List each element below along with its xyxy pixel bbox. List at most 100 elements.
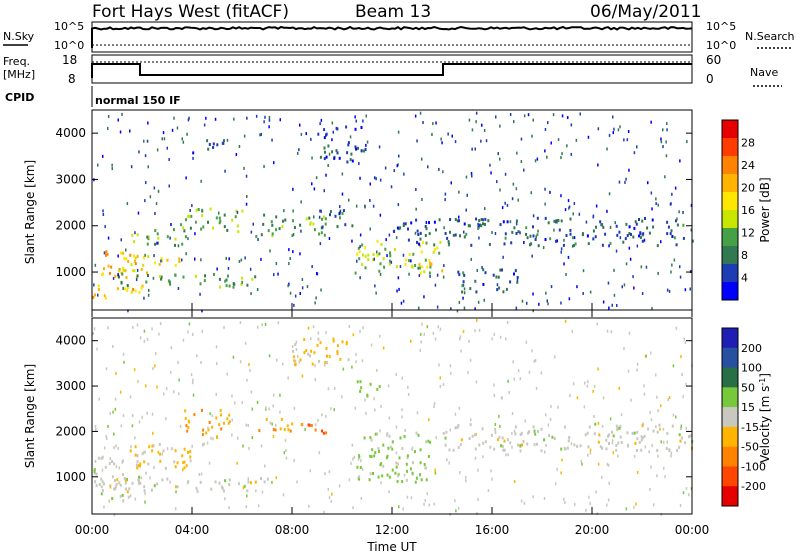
scatter-cell <box>121 112 123 116</box>
scatter-cell <box>594 422 597 426</box>
scatter-cell <box>128 487 131 491</box>
cpid-label: CPID <box>5 91 34 104</box>
scatter-cell <box>177 361 179 364</box>
scatter-cell <box>301 374 304 378</box>
scatter-cell <box>207 147 210 151</box>
scatter-cell <box>328 355 331 359</box>
scatter-cell <box>288 262 290 266</box>
scatter-cell <box>507 438 509 442</box>
scatter-cell <box>405 478 408 482</box>
scatter-cell <box>398 505 400 509</box>
scatter-cell <box>321 217 323 221</box>
scatter-cell <box>618 386 620 390</box>
scatter-cell <box>162 131 165 135</box>
scatter-cell <box>349 158 352 162</box>
scatter-cell <box>152 367 154 371</box>
scatter-cell <box>306 285 309 289</box>
scatter-cell <box>190 214 193 218</box>
scatter-cell <box>131 414 134 417</box>
scatter-cell <box>639 236 642 239</box>
scatter-cell <box>294 359 297 363</box>
scatter-cell <box>569 217 572 221</box>
scatter-cell <box>418 242 421 246</box>
scatter-cell <box>356 252 359 256</box>
scatter-cell <box>348 325 351 328</box>
scatter-cell <box>298 148 300 152</box>
scatter-cell <box>325 431 328 435</box>
scatter-cell <box>480 224 483 228</box>
scatter-cell <box>628 225 631 229</box>
scatter-cell <box>432 122 434 126</box>
scatter-cell <box>380 405 382 408</box>
scatter-cell <box>517 369 520 373</box>
scatter-cell <box>178 392 180 396</box>
scatter-cell <box>604 232 607 236</box>
scatter-cell <box>184 235 187 239</box>
scatter-cell <box>478 443 481 447</box>
scatter-cell <box>249 267 252 271</box>
scatter-cell <box>481 123 483 127</box>
scatter-cell <box>118 466 121 470</box>
scatter-cell <box>356 465 359 469</box>
scatter-cell <box>483 298 485 302</box>
scatter-cell <box>425 440 428 444</box>
scatter-cell <box>555 239 557 243</box>
scatter-cell <box>385 456 388 460</box>
scatter-cell <box>327 387 330 391</box>
scatter-cell <box>572 244 574 248</box>
y-tick-label: 3000 <box>55 172 86 186</box>
scatter-cell <box>680 424 683 428</box>
scatter-cell <box>338 156 341 160</box>
power-y-axis-label: Slant Range [km] <box>23 160 37 264</box>
scatter-cell <box>680 355 682 359</box>
scatter-cell <box>153 254 155 258</box>
scatter-cell <box>627 369 630 373</box>
scatter-cell <box>318 215 321 219</box>
scatter-cell <box>134 231 136 235</box>
scatter-cell <box>670 454 672 458</box>
scatter-cell <box>121 493 124 497</box>
scatter-cell <box>494 430 497 434</box>
scatter-cell <box>592 389 594 393</box>
scatter-cell <box>469 358 472 362</box>
scatter-cell <box>663 466 665 470</box>
colorbar-swatch <box>722 347 738 369</box>
scatter-cell <box>158 443 161 446</box>
scatter-cell <box>144 500 146 504</box>
colorbar-tick-label: -200 <box>741 480 766 493</box>
freq-unit: [MHz] <box>3 68 35 81</box>
scatter-cell <box>501 396 503 400</box>
scatter-cell <box>157 236 160 240</box>
scatter-cell <box>122 352 125 356</box>
scatter-cell <box>678 433 681 437</box>
scatter-cell <box>272 435 275 438</box>
scatter-cell <box>675 415 677 419</box>
scatter-cell <box>671 424 674 428</box>
scatter-cell <box>601 446 604 450</box>
scatter-cell <box>153 484 156 488</box>
scatter-cell <box>144 199 146 203</box>
scatter-cell <box>381 474 384 478</box>
scatter-cell <box>235 209 238 213</box>
scatter-cell <box>494 427 497 431</box>
scatter-cell <box>656 395 658 399</box>
scatter-cell <box>349 135 352 139</box>
scatter-cell <box>647 181 649 185</box>
scatter-cell <box>155 202 158 206</box>
scatter-cell <box>678 445 681 449</box>
scatter-cell <box>506 220 509 224</box>
scatter-cell <box>127 285 130 289</box>
scatter-cell <box>141 415 143 419</box>
scatter-cell <box>222 489 225 493</box>
scatter-cell <box>434 283 437 287</box>
scatter-cell <box>287 376 289 380</box>
scatter-cell <box>474 456 477 460</box>
scatter-cell <box>419 111 422 115</box>
scatter-cell <box>92 295 95 299</box>
scatter-cell <box>365 143 367 147</box>
scatter-cell <box>345 125 348 129</box>
scatter-cell <box>113 462 116 466</box>
scatter-cell <box>195 274 197 278</box>
scatter-cell <box>134 497 137 501</box>
scatter-cell <box>497 275 500 279</box>
